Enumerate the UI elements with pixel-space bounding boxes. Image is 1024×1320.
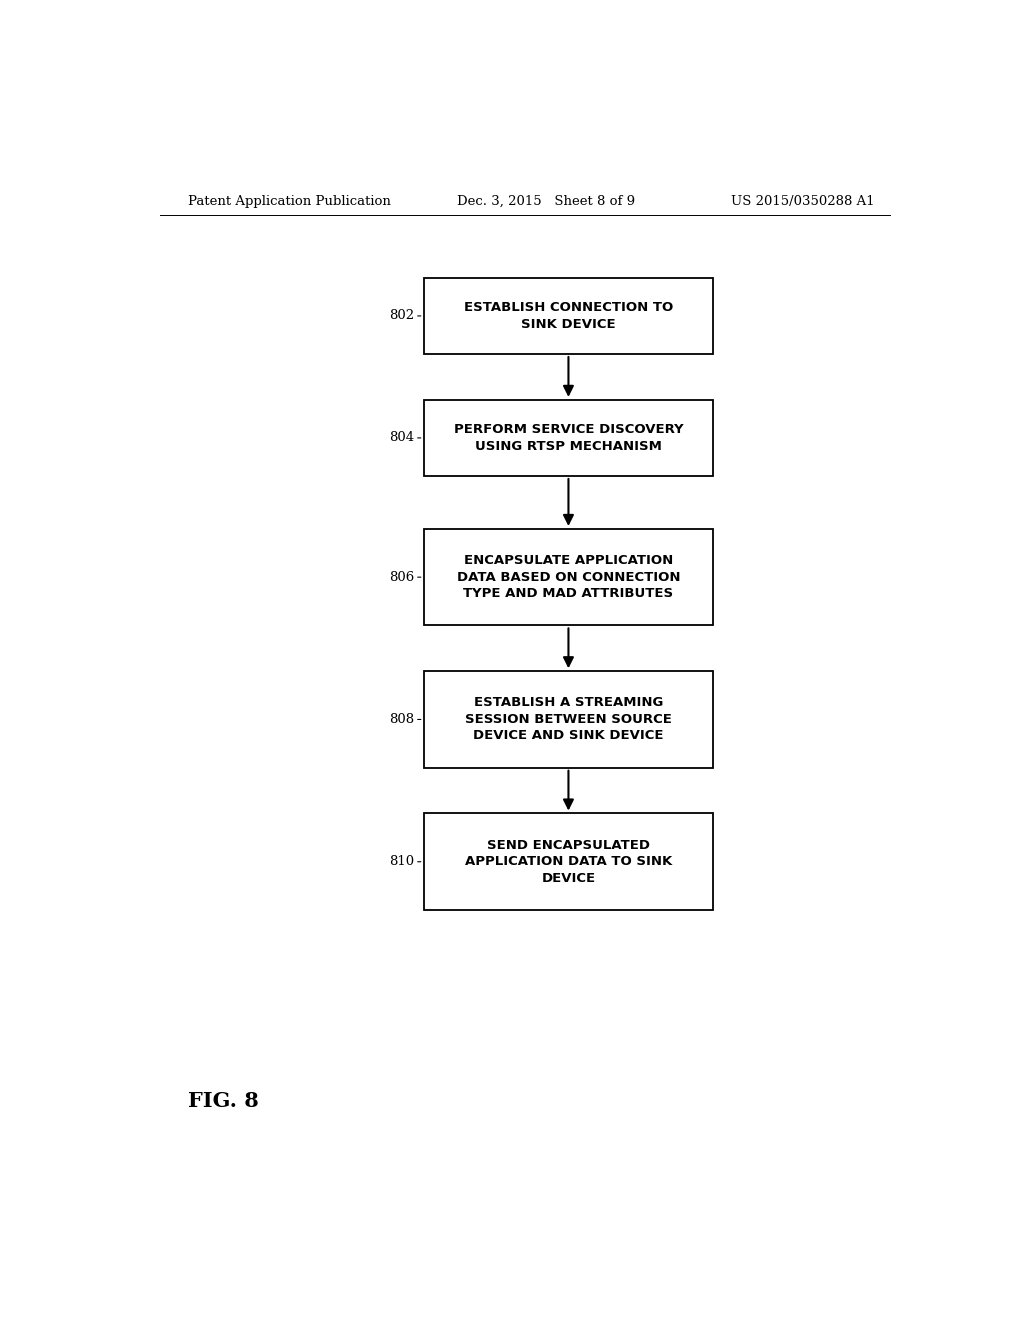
Bar: [424, 529, 714, 626]
Bar: [424, 277, 714, 354]
Text: PERFORM SERVICE DISCOVERY
USING RTSP MECHANISM: PERFORM SERVICE DISCOVERY USING RTSP MEC…: [454, 424, 683, 453]
Text: US 2015/0350288 A1: US 2015/0350288 A1: [731, 194, 874, 207]
Text: 804: 804: [389, 432, 414, 445]
Text: 802: 802: [389, 309, 414, 322]
Text: ENCAPSULATE APPLICATION
DATA BASED ON CONNECTION
TYPE AND MAD ATTRIBUTES: ENCAPSULATE APPLICATION DATA BASED ON CO…: [457, 554, 680, 601]
Bar: [424, 671, 714, 768]
Text: ESTABLISH CONNECTION TO
SINK DEVICE: ESTABLISH CONNECTION TO SINK DEVICE: [464, 301, 673, 331]
Text: 806: 806: [389, 570, 414, 583]
Bar: [424, 813, 714, 909]
Text: 808: 808: [389, 713, 414, 726]
Text: ESTABLISH A STREAMING
SESSION BETWEEN SOURCE
DEVICE AND SINK DEVICE: ESTABLISH A STREAMING SESSION BETWEEN SO…: [465, 697, 672, 742]
Text: FIG. 8: FIG. 8: [187, 1090, 258, 1110]
Text: Dec. 3, 2015   Sheet 8 of 9: Dec. 3, 2015 Sheet 8 of 9: [458, 194, 636, 207]
Bar: [424, 400, 714, 477]
Text: Patent Application Publication: Patent Application Publication: [187, 194, 390, 207]
Text: SEND ENCAPSULATED
APPLICATION DATA TO SINK
DEVICE: SEND ENCAPSULATED APPLICATION DATA TO SI…: [465, 838, 672, 884]
Text: 810: 810: [389, 855, 414, 869]
